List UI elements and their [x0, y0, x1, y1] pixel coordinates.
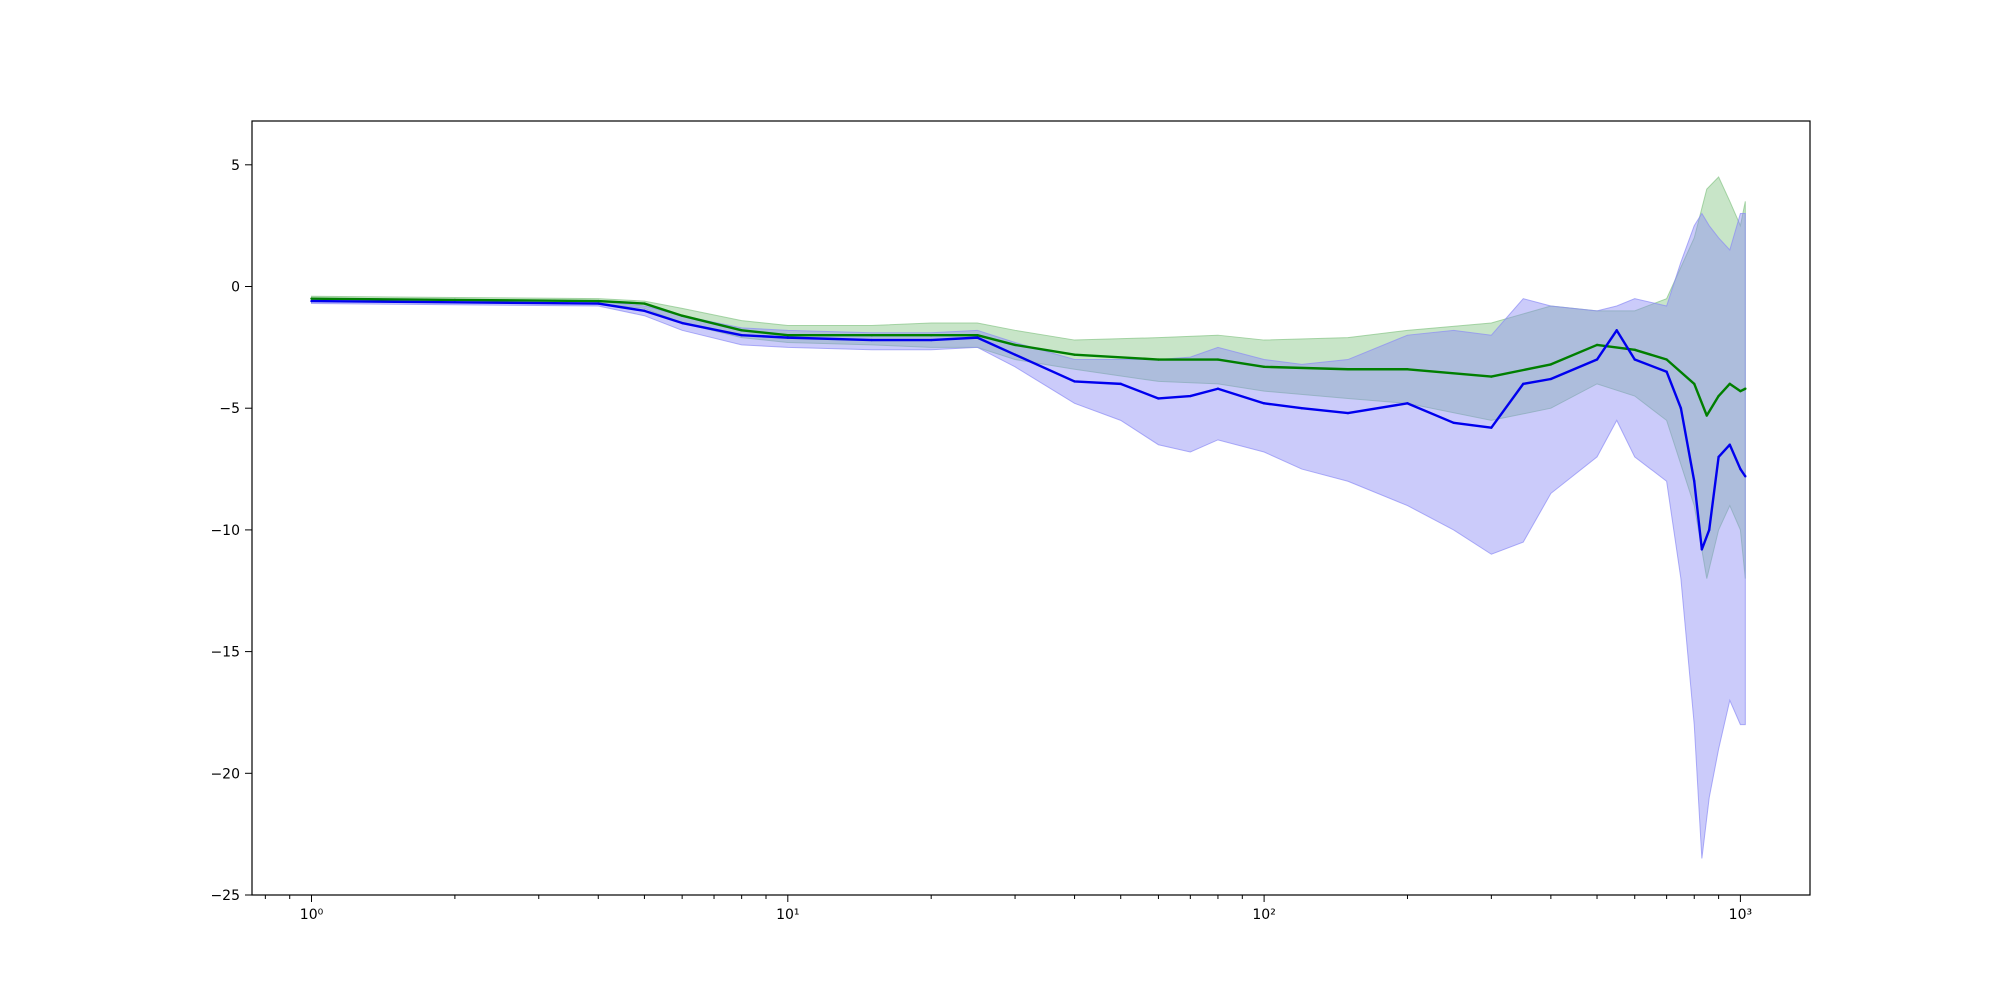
series-2-point	[1679, 407, 1683, 410]
series-2-point	[1633, 358, 1636, 361]
series-1-point	[976, 333, 979, 337]
series-1-point	[597, 299, 600, 303]
series-2-point	[1728, 443, 1731, 446]
series-1-point	[1595, 343, 1599, 347]
series-1-point	[1705, 414, 1708, 417]
series-1-point	[870, 333, 873, 337]
series-1-point	[786, 333, 790, 337]
series-2-point	[1216, 387, 1220, 390]
series-1-point	[1406, 368, 1409, 371]
series-2-point	[1739, 467, 1742, 471]
y-tick-label: 5	[231, 158, 240, 174]
series-1-point	[1013, 343, 1017, 347]
y-tick-label: 0	[231, 280, 240, 296]
x-tick-label: 10⁰	[300, 907, 324, 923]
series-2-point	[643, 309, 646, 313]
series-1-point	[1728, 382, 1731, 386]
series-2-point	[1744, 475, 1747, 478]
series-1-point	[1073, 353, 1076, 356]
series-1-point	[1549, 363, 1553, 366]
series-2-point	[597, 302, 600, 305]
series-1-point	[1717, 394, 1720, 398]
series-2-point	[1189, 394, 1192, 398]
y-tick-label: −20	[210, 766, 240, 782]
series-2-point	[929, 338, 933, 342]
x-tick-label: 10¹	[776, 907, 799, 923]
series-2-point	[310, 299, 313, 303]
y-tick-label: −15	[210, 645, 240, 661]
series-1-point	[1744, 387, 1747, 390]
series-2-point	[1615, 329, 1618, 332]
x-tick-label: 10³	[1729, 907, 1752, 923]
series-2-point	[1157, 397, 1160, 400]
series-1-point	[1157, 358, 1160, 361]
series-1-point	[680, 314, 684, 317]
plot-frame	[251, 120, 1811, 896]
series-2-point	[680, 321, 684, 325]
series-2-point	[870, 338, 873, 342]
series-2-point	[740, 333, 743, 337]
series-2-point	[1119, 382, 1122, 386]
series-1-point	[1490, 375, 1493, 378]
series-2-point	[786, 336, 790, 339]
series-lines	[310, 297, 1747, 551]
series-2-point	[1665, 370, 1668, 373]
series-2-point	[1700, 548, 1704, 551]
y-tick-label: −5	[219, 401, 240, 417]
series-2-point	[1522, 382, 1525, 386]
series-1-line	[311, 297, 1746, 417]
series-1-point	[1633, 348, 1636, 351]
series-2-point	[1013, 353, 1017, 356]
series-2-point	[1300, 407, 1304, 410]
y-axis-ticks: 5 0 −5 −10 −15 −20 −25	[210, 158, 252, 904]
y-tick-label: −25	[210, 888, 240, 904]
series-2-point	[1262, 402, 1266, 405]
series-2-band	[311, 212, 1746, 859]
confidence-bands	[311, 176, 1746, 859]
series-1-point	[1262, 365, 1266, 369]
series-1-point	[929, 333, 933, 337]
y-tick-label: −10	[210, 523, 240, 539]
series-1-point	[740, 329, 743, 332]
series-2-point	[1346, 411, 1350, 415]
series-2-point	[1693, 480, 1696, 483]
series-1-point	[310, 297, 313, 300]
series-2-point	[1708, 528, 1711, 532]
series-1-point	[1216, 358, 1220, 361]
series-2-point	[1490, 426, 1493, 429]
series-1-point	[453, 298, 457, 302]
series-2-point	[1717, 455, 1720, 459]
series-2-point	[1406, 402, 1409, 405]
series-1-point	[643, 302, 646, 305]
series-1-point	[1346, 368, 1350, 371]
series-2-point	[1073, 380, 1076, 383]
x-tick-label: 10²	[1252, 907, 1275, 923]
x-axis-ticks: 10⁰ 10¹ 10² 10³	[264, 895, 1752, 923]
series-1-point	[1693, 382, 1696, 386]
series-2-point	[1452, 421, 1455, 425]
series-2-point	[1595, 358, 1599, 361]
series-2-point	[1549, 377, 1553, 381]
series-2-point	[976, 336, 979, 339]
series-2-point	[453, 301, 457, 304]
series-1-point	[1665, 358, 1668, 361]
series-1-point	[1739, 389, 1742, 393]
series-2-line	[311, 299, 1747, 551]
